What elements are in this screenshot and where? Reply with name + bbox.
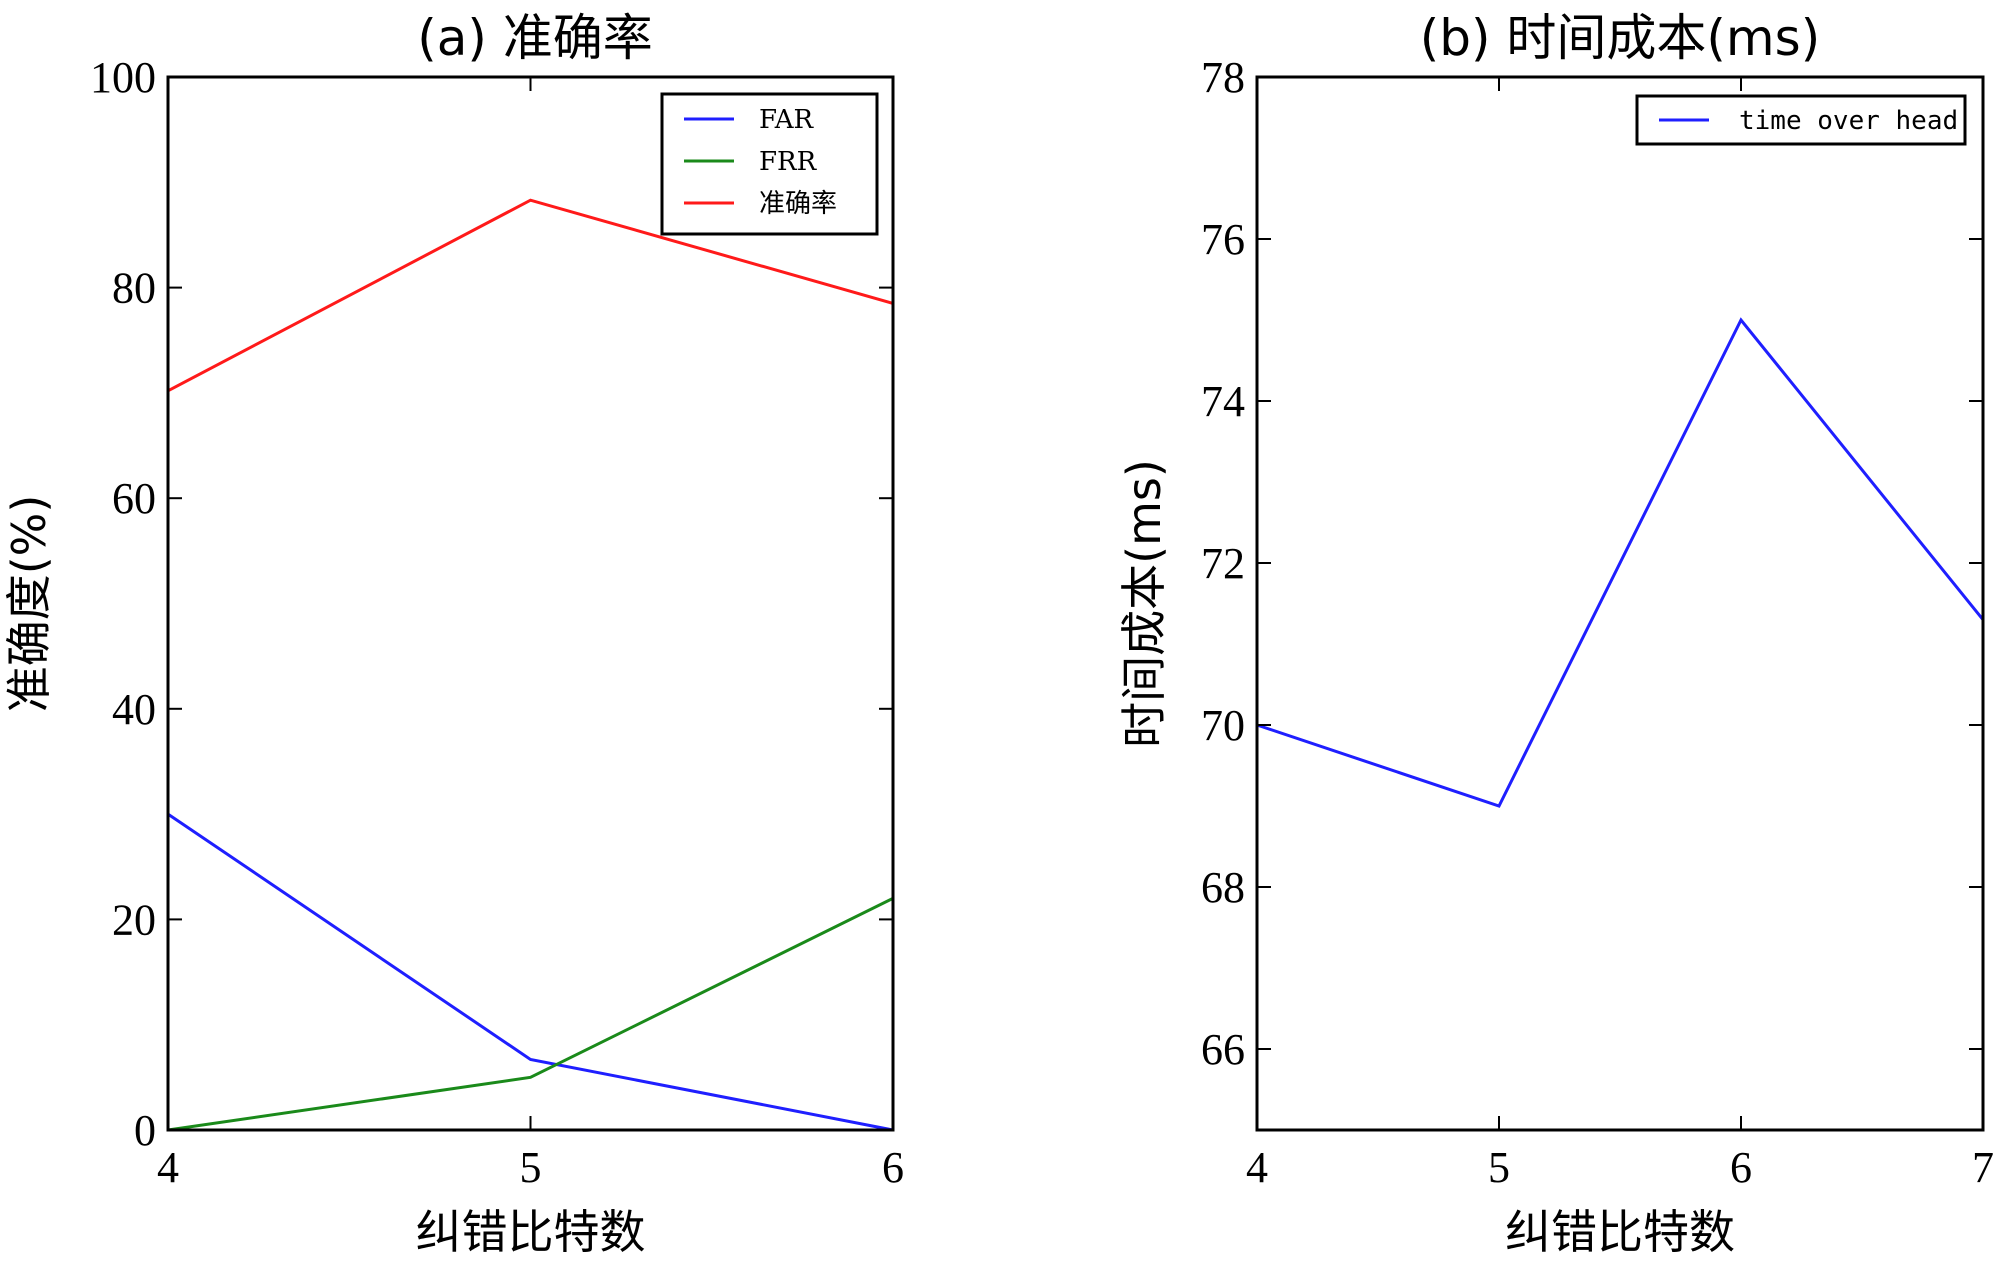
- chart-a-ytick-label-1: 20: [112, 895, 156, 944]
- chart-a-xtick-label-0: 4: [157, 1143, 179, 1192]
- chart-a-ylabel: 准确度(%): [2, 495, 56, 713]
- chart-a-legend-label-0: FAR: [759, 105, 815, 135]
- chart-b-ytick-label-2: 70: [1201, 701, 1245, 750]
- chart-b-xtick-label-3: 7: [1972, 1143, 1994, 1192]
- chart-b-legend-label-0: time over head: [1739, 106, 1958, 136]
- chart-b-title: (b) 时间成本(ms): [1420, 9, 1820, 67]
- chart-a-xtick-label-1: 5: [520, 1143, 542, 1192]
- chart-b-xtick-label-1: 5: [1488, 1143, 1510, 1192]
- chart-a-title: (a) 准确率: [417, 9, 653, 67]
- chart-a-legend-box: [660, 92, 879, 236]
- chart-a-xlabel: 纠错比特数: [416, 1205, 646, 1259]
- chart-a-series-line-1: [167, 896, 894, 1132]
- chart-panel-b: (b) 时间成本(ms) 66 68 70 72 74 76 78 4 5 6 7 纠错比特数 时间成本(…: [1117, 9, 1994, 1259]
- chart-b-xlabel: 纠错比特数: [1505, 1205, 1735, 1259]
- chart-a-series-line-0: [167, 812, 894, 1132]
- chart-b-series-line-0: [1256, 317, 1985, 808]
- chart-a-ytick-label-0: 0: [134, 1106, 156, 1155]
- chart-a-legend-label-1: FRR: [759, 147, 818, 177]
- chart-a-legend: FAR FRR 准确率: [660, 92, 879, 236]
- chart-b-ytick-label-0: 66: [1201, 1025, 1245, 1074]
- chart-a-xtick-label-2: 6: [882, 1143, 904, 1192]
- chart-b-ytick-label-4: 74: [1201, 377, 1245, 426]
- chart-b-ylabel: 时间成本(ms): [1117, 459, 1171, 748]
- chart-b-plot-frame: [1255, 75, 1985, 1132]
- chart-a-ytick-label-4: 80: [112, 264, 156, 313]
- chart-a-ytick-label-5: 100: [90, 53, 156, 102]
- chart-panel-a: (a) 准确率 0 20 40 60 80 100 4 5 6 纠错比特数 准确度(%) FAR FRR 准…: [2, 9, 904, 1259]
- chart-b-ytick-label-1: 68: [1201, 863, 1245, 912]
- chart-b-ytick-label-6: 78: [1201, 53, 1245, 102]
- chart-b-legend: time over head: [1635, 94, 1967, 146]
- chart-b-ytick-label-5: 76: [1201, 215, 1245, 264]
- chart-a-ytick-label-3: 60: [112, 474, 156, 523]
- chart-a-legend-label-2: 准确率: [759, 189, 837, 219]
- chart-b-xtick-label-0: 4: [1246, 1143, 1268, 1192]
- chart-a-ytick-label-2: 40: [112, 685, 156, 734]
- chart-b-xtick-label-2: 6: [1730, 1143, 1752, 1192]
- chart-a-series-line-2: [167, 198, 894, 393]
- chart-b-ytick-label-3: 72: [1201, 539, 1245, 588]
